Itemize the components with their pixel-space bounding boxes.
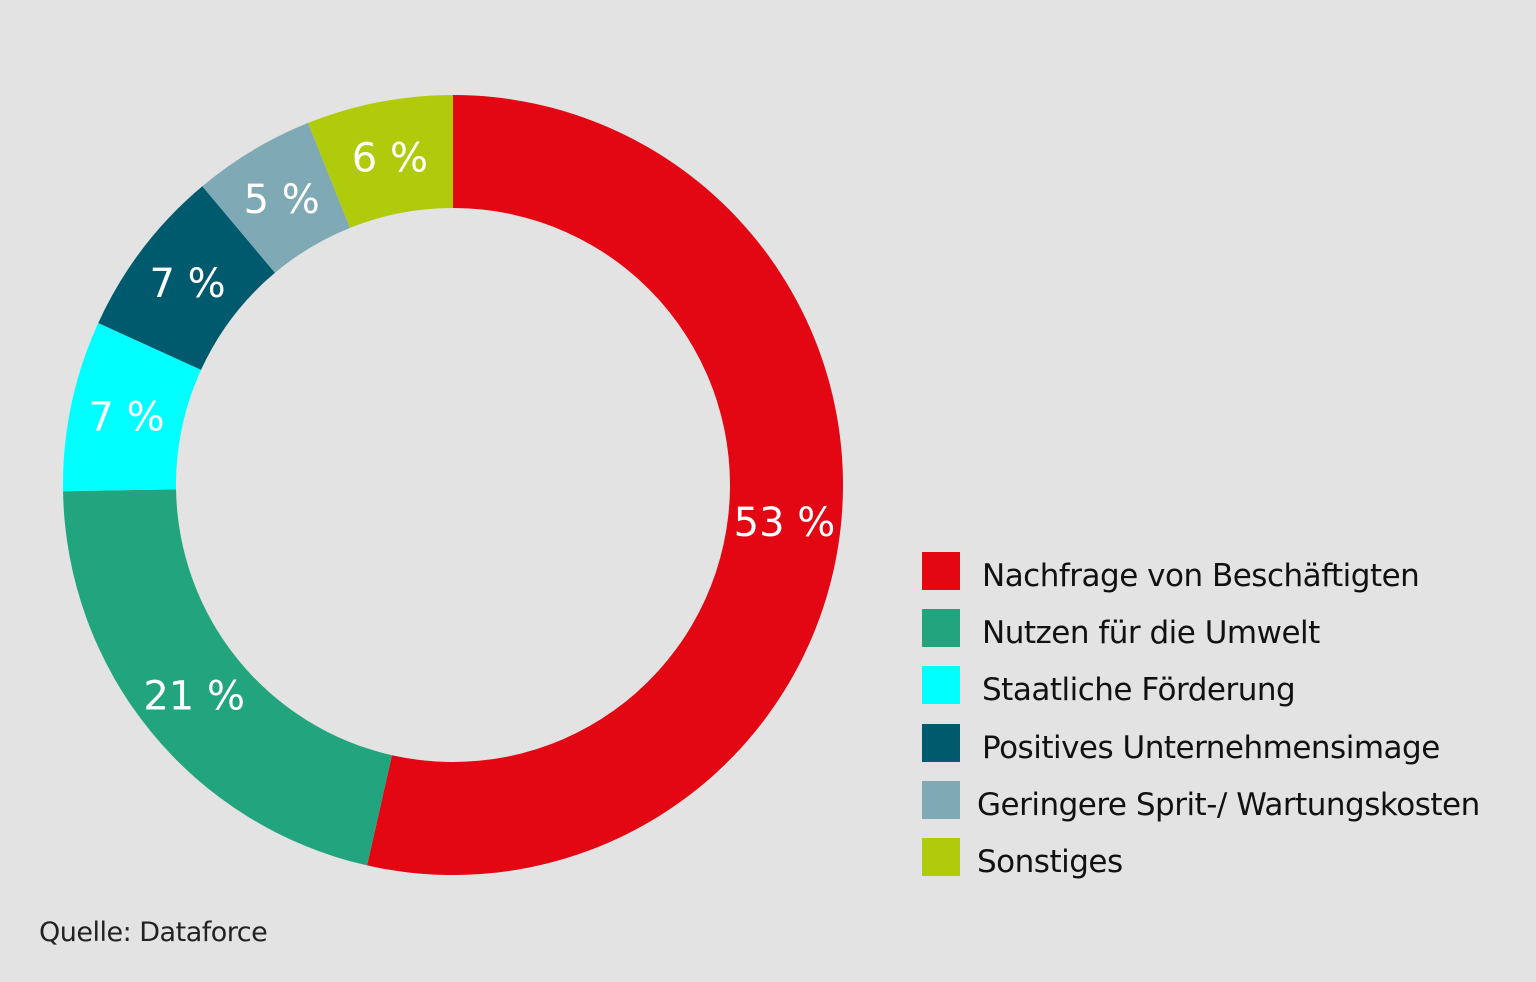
legend-swatch [922,552,960,590]
legend-label: Staatliche Förderung [982,672,1296,709]
data-label: 6 % [352,136,428,182]
donut-slice [63,322,202,492]
donut-chart: 53 % 21 % 7 % 7 % 5 % 6 % [63,95,843,875]
legend-swatch [922,666,960,705]
legend-label: Geringere Sprit-/ Wartungskosten [977,786,1480,823]
legend-swatch [922,609,960,648]
donut-slice [308,95,453,228]
legend-label: Nutzen für die Umwelt [982,615,1320,652]
legend-swatch [922,723,960,762]
donut-slice [63,489,392,866]
data-label: 53 % [734,500,836,546]
legend-label: Positives Unternehmensimage [982,729,1440,766]
legend-swatch [922,780,960,819]
data-label: 21 % [143,673,245,719]
data-label: 7 % [150,261,226,307]
donut-slice [202,122,351,273]
source-note: Quelle: Dataforce [39,917,268,948]
donut-slice [98,186,275,370]
donut-slice [367,95,843,875]
legend-label: Sonstiges [977,843,1123,880]
legend-label: Nachfrage von Beschäftigten [982,558,1420,594]
data-label: 5 % [244,177,320,223]
legend-swatch [922,837,960,876]
data-label: 7 % [88,395,164,441]
